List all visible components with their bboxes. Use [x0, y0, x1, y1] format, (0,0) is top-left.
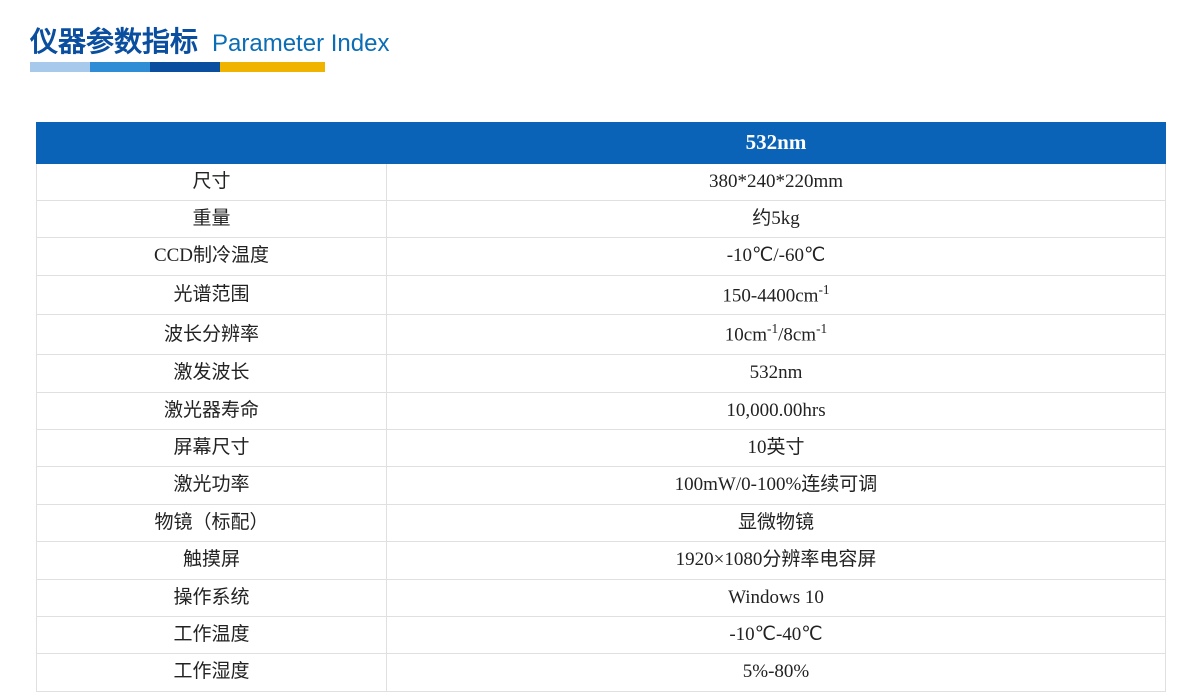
- param-label: CCD制冷温度: [37, 238, 387, 275]
- table-row: 激光功率100mW/0-100%连续可调: [37, 467, 1166, 504]
- title-row: 仪器参数指标 Parameter Index: [30, 20, 1172, 60]
- param-value: 10英寸: [386, 429, 1165, 466]
- accent-segment: [220, 62, 325, 72]
- table-row: 工作湿度5%-80%: [37, 654, 1166, 691]
- title-english: Parameter Index: [212, 30, 389, 58]
- param-value: 380*240*220mm: [386, 163, 1165, 200]
- param-label: 触摸屏: [37, 542, 387, 579]
- table-row: 操作系统Windows 10: [37, 579, 1166, 616]
- table-header-row: 532nm: [37, 123, 1166, 164]
- table-body: 尺寸380*240*220mm重量约5kgCCD制冷温度-10℃/-60℃光谱范…: [37, 163, 1166, 691]
- param-label: 工作湿度: [37, 654, 387, 691]
- table-row: CCD制冷温度-10℃/-60℃: [37, 238, 1166, 275]
- param-value: -10℃-40℃: [386, 616, 1165, 653]
- param-label: 激光功率: [37, 467, 387, 504]
- param-label: 物镜（标配）: [37, 504, 387, 541]
- table-row: 尺寸380*240*220mm: [37, 163, 1166, 200]
- parameter-table: 532nm 尺寸380*240*220mm重量约5kgCCD制冷温度-10℃/-…: [36, 122, 1166, 692]
- table-row: 工作温度-10℃-40℃: [37, 616, 1166, 653]
- param-value: 5%-80%: [386, 654, 1165, 691]
- accent-segment: [30, 62, 90, 72]
- table-row: 激光器寿命10,000.00hrs: [37, 392, 1166, 429]
- param-value: 10cm-1/8cm-1: [386, 315, 1165, 355]
- table-header-blank: [37, 123, 387, 164]
- table-row: 激发波长532nm: [37, 355, 1166, 392]
- param-label: 工作温度: [37, 616, 387, 653]
- title-chinese: 仪器参数指标: [30, 20, 198, 60]
- param-value: Windows 10: [386, 579, 1165, 616]
- table-header-spec: 532nm: [386, 123, 1165, 164]
- param-value: 1920×1080分辨率电容屏: [386, 542, 1165, 579]
- table-row: 光谱范围150-4400cm-1: [37, 275, 1166, 315]
- param-value: 约5kg: [386, 200, 1165, 237]
- param-value: 532nm: [386, 355, 1165, 392]
- param-value: -10℃/-60℃: [386, 238, 1165, 275]
- table-row: 物镜（标配）显微物镜: [37, 504, 1166, 541]
- parameter-table-container: 532nm 尺寸380*240*220mm重量约5kgCCD制冷温度-10℃/-…: [30, 122, 1172, 692]
- table-row: 波长分辨率10cm-1/8cm-1: [37, 315, 1166, 355]
- param-value: 150-4400cm-1: [386, 275, 1165, 315]
- param-label: 光谱范围: [37, 275, 387, 315]
- accent-segment: [90, 62, 150, 72]
- accent-segment: [150, 62, 220, 72]
- param-value: 100mW/0-100%连续可调: [386, 467, 1165, 504]
- table-row: 触摸屏1920×1080分辨率电容屏: [37, 542, 1166, 579]
- param-label: 屏幕尺寸: [37, 429, 387, 466]
- param-label: 波长分辨率: [37, 315, 387, 355]
- table-row: 重量约5kg: [37, 200, 1166, 237]
- table-row: 屏幕尺寸10英寸: [37, 429, 1166, 466]
- accent-bar: [30, 62, 325, 72]
- param-label: 激发波长: [37, 355, 387, 392]
- param-value: 10,000.00hrs: [386, 392, 1165, 429]
- header: 仪器参数指标 Parameter Index: [30, 20, 1172, 72]
- param-label: 激光器寿命: [37, 392, 387, 429]
- param-label: 尺寸: [37, 163, 387, 200]
- param-label: 重量: [37, 200, 387, 237]
- param-label: 操作系统: [37, 579, 387, 616]
- param-value: 显微物镜: [386, 504, 1165, 541]
